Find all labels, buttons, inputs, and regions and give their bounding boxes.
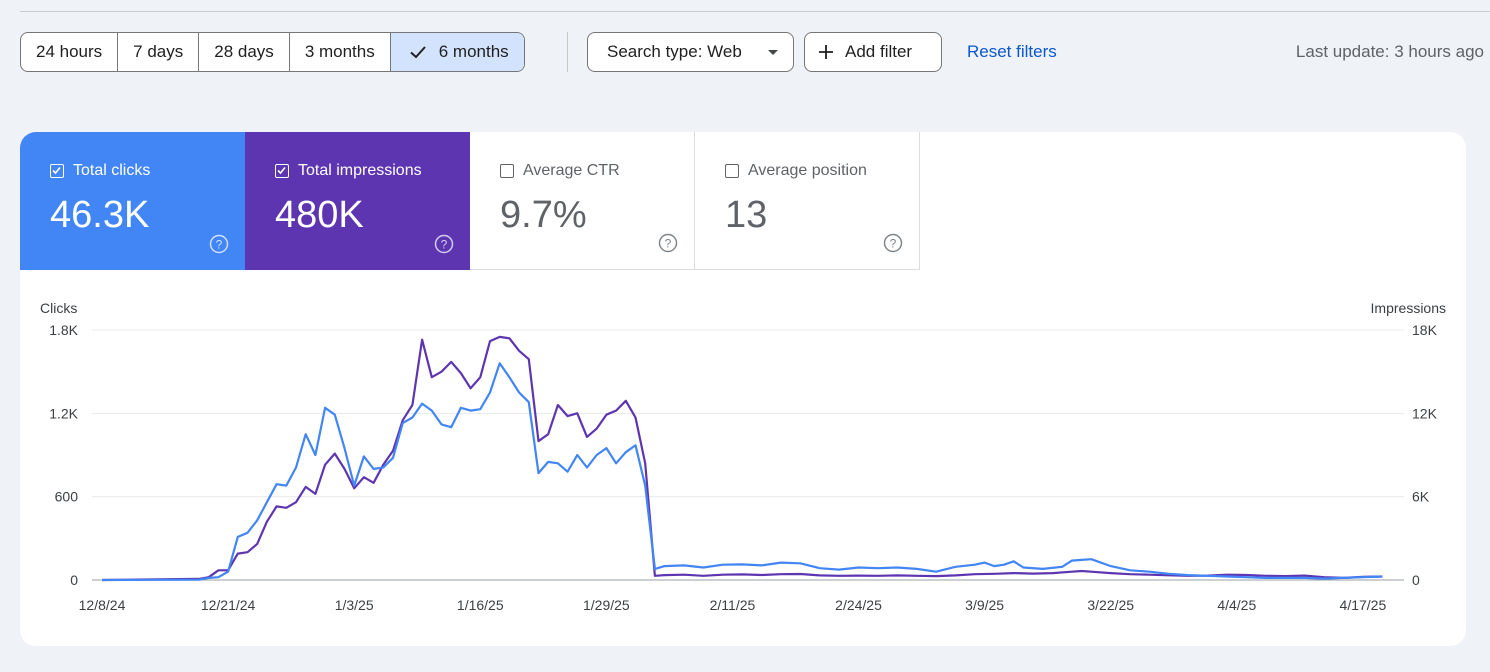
svg-text:?: ? [890, 237, 897, 251]
svg-text:?: ? [216, 238, 223, 252]
checkbox-checked-icon[interactable] [275, 164, 289, 178]
dropdown-arrow-icon [768, 50, 778, 55]
help-icon[interactable]: ? [209, 234, 229, 254]
performance-chart[interactable]: Clicks Impressions 0 600 1.2K 1.8K 0 6K 12K 18… [20, 132, 1466, 646]
x-tick-label: 1/29/25 [583, 597, 630, 613]
range-3-months[interactable]: 3 months [290, 33, 391, 71]
metric-value: 13 [725, 194, 768, 236]
x-tick-label: 3/22/25 [1087, 597, 1134, 613]
metric-total-clicks[interactable]: Total clicks 46.3K ? [20, 132, 245, 270]
x-tick-label: 12/21/24 [201, 597, 256, 613]
range-7-days[interactable]: 7 days [118, 33, 200, 71]
right-tick-label: 0 [1412, 572, 1420, 588]
search-type-dropdown[interactable]: Search type: Web [587, 32, 794, 72]
metric-total-impressions[interactable]: Total impressions 480K ? [245, 132, 470, 270]
svg-text:?: ? [441, 238, 448, 252]
right-axis-title: Impressions [1371, 300, 1446, 316]
last-update-text: Last update: 3 hours ago [1295, 42, 1484, 61]
x-tick-label: 4/4/25 [1217, 597, 1256, 613]
date-range-selector: 24 hours 7 days 28 days 3 months 6 month… [20, 32, 525, 72]
metric-label: Average position [748, 162, 867, 179]
range-24-hours[interactable]: 24 hours [21, 33, 119, 71]
checkbox-unchecked-icon[interactable] [500, 164, 514, 178]
metric-label: Total clicks [73, 162, 151, 179]
left-tick-label: 1.8K [49, 322, 78, 338]
series-line-impressions[interactable] [101, 335, 1383, 582]
x-tick-label: 4/17/25 [1340, 597, 1387, 613]
left-tick-label: 0 [70, 572, 78, 588]
range-6-months-label: 6 months [438, 42, 509, 61]
left-axis-title: Clicks [40, 300, 77, 316]
check-icon [410, 46, 426, 59]
range-28-days[interactable]: 28 days [199, 33, 290, 71]
right-tick-label: 6K [1412, 489, 1430, 505]
left-tick-label: 600 [55, 489, 79, 505]
series-line-clicks[interactable] [101, 362, 1383, 582]
help-icon[interactable]: ? [883, 233, 903, 253]
add-filter-label: Add filter [845, 42, 913, 61]
x-tick-label: 1/16/25 [457, 597, 504, 613]
filter-divider [567, 32, 568, 72]
x-tick-label: 12/8/24 [79, 597, 126, 613]
metric-value: 9.7% [500, 194, 587, 236]
add-filter-button[interactable]: Add filter [804, 32, 942, 72]
plus-icon [819, 45, 833, 59]
right-tick-label: 18K [1412, 322, 1438, 338]
x-tick-label: 2/11/25 [710, 597, 756, 613]
search-type-label: Search type: Web [607, 42, 742, 61]
performance-card: Total clicks 46.3K ? Total impressions 4… [20, 132, 1466, 646]
metric-value: 480K [275, 194, 364, 236]
right-tick-label: 12K [1412, 405, 1438, 421]
metric-average-ctr[interactable]: Average CTR 9.7% ? [470, 132, 695, 270]
checkbox-unchecked-icon[interactable] [725, 164, 739, 178]
top-divider [20, 11, 1490, 12]
x-tick-label: 3/9/25 [965, 597, 1004, 613]
checkbox-checked-icon[interactable] [50, 164, 64, 178]
x-tick-label: 2/24/25 [835, 597, 882, 613]
metric-label: Average CTR [523, 162, 620, 179]
reset-filters-link[interactable]: Reset filters [967, 42, 1057, 61]
metric-label: Total impressions [298, 162, 422, 179]
left-tick-label: 1.2K [49, 405, 78, 421]
metric-value: 46.3K [50, 194, 150, 236]
x-tick-label: 1/3/25 [335, 597, 374, 613]
help-icon[interactable]: ? [658, 233, 678, 253]
svg-text:?: ? [665, 237, 672, 251]
help-icon[interactable]: ? [434, 234, 454, 254]
metric-average-position[interactable]: Average position 13 ? [695, 132, 920, 270]
range-6-months[interactable]: 6 months [390, 33, 524, 71]
